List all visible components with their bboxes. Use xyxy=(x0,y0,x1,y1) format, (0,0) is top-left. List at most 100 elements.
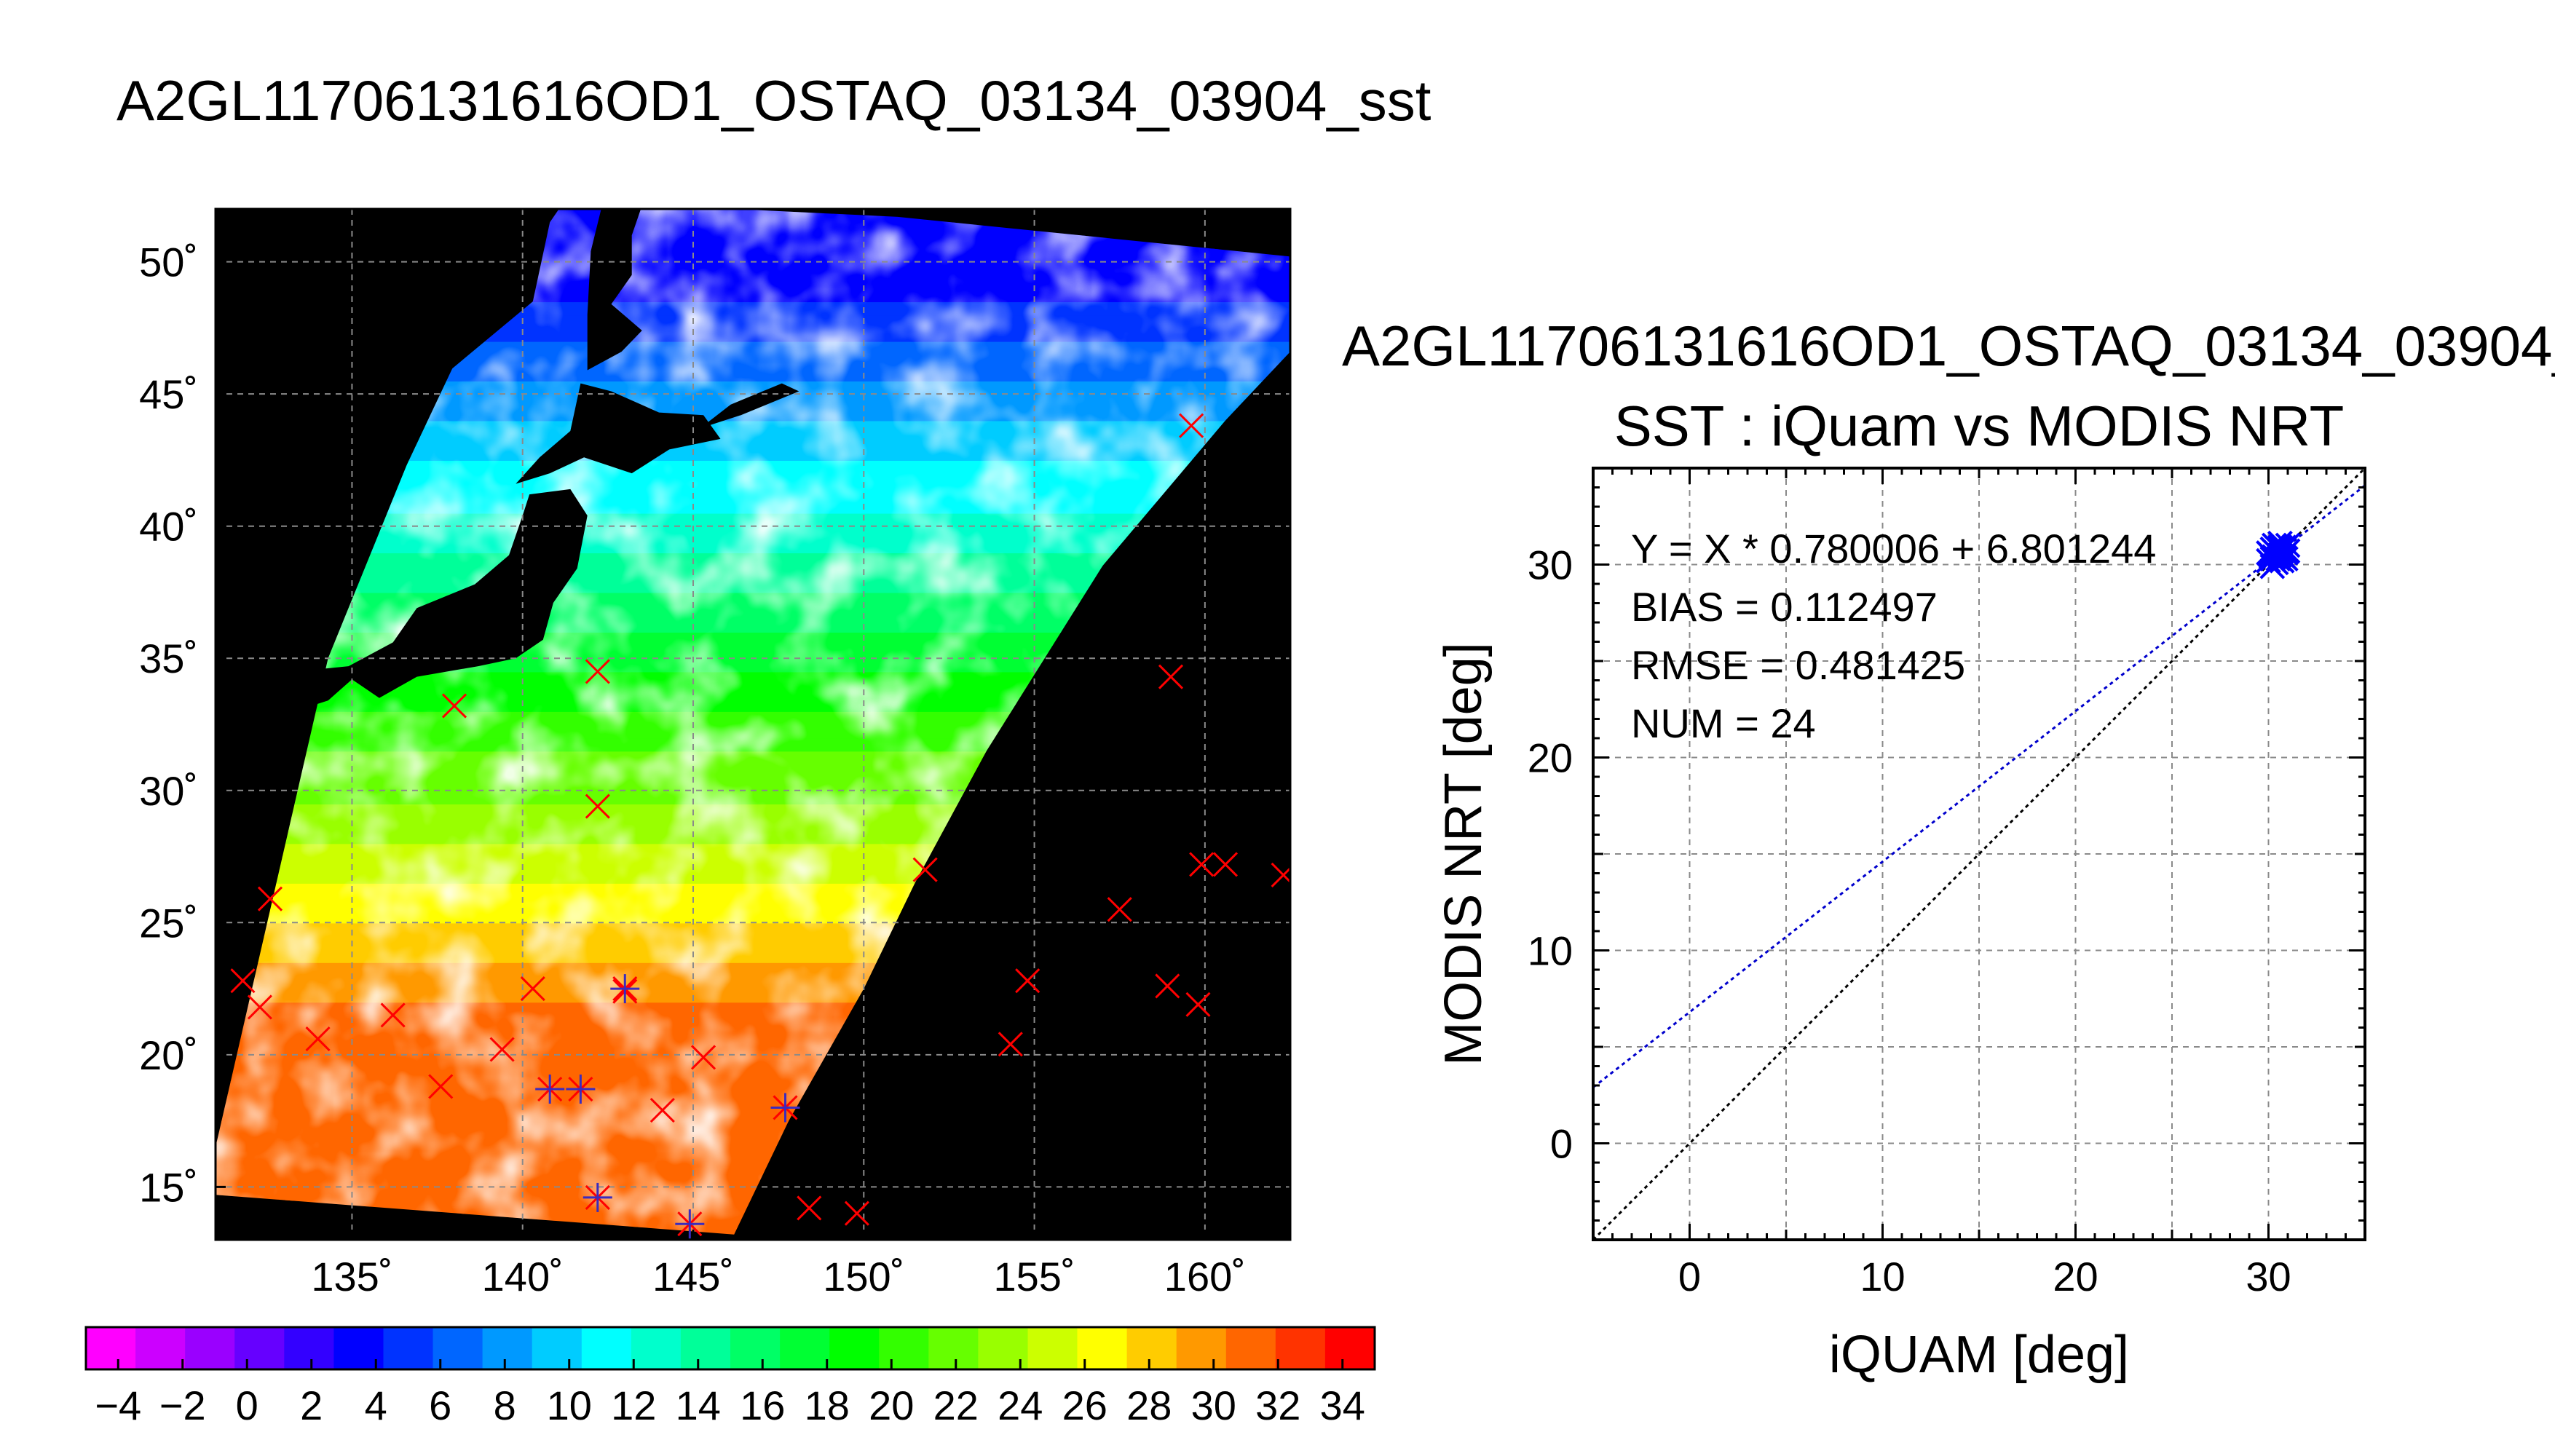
scatter-point xyxy=(2256,540,2281,566)
buoy-marker-asterisk xyxy=(675,1209,705,1239)
land-hokkaido xyxy=(516,383,721,484)
colorbar-tick-label: −2 xyxy=(159,1382,206,1428)
buoy-marker-x xyxy=(1185,992,1211,1017)
scatter-point xyxy=(2269,547,2295,574)
scatter-y-tick-label: 10 xyxy=(1528,928,1573,974)
scatter-title-line2: SST : iQuam vs MODIS NRT xyxy=(1614,394,2345,458)
map-y-ticks: 15˚ 20˚ 25˚ 30˚ 35˚ 40˚ 45˚ 50˚ xyxy=(139,240,226,1210)
map-x-tick-label: 150˚ xyxy=(823,1254,904,1299)
colorbar-cell xyxy=(879,1327,930,1369)
regression-line xyxy=(1593,484,2365,1088)
stats-line: Y = X * 0.780006 + 6.801244 xyxy=(1631,526,2156,571)
map-x-ticks: 135˚ 140˚ 145˚ 150˚ 155˚ 160˚ xyxy=(311,1230,1246,1299)
buoy-marker-x xyxy=(489,1037,515,1062)
map-y-tick-label: 25˚ xyxy=(139,900,198,946)
buoy-marker-asterisk xyxy=(770,1093,800,1123)
colorbar-cell xyxy=(135,1327,186,1369)
buoy-marker-x xyxy=(1158,664,1184,689)
map-y-tick-label: 30˚ xyxy=(139,768,198,814)
buoy-marker-asterisk xyxy=(610,974,640,1004)
buoy-marker-x xyxy=(912,857,938,882)
buoy-marker-x xyxy=(520,976,545,1002)
map-grid xyxy=(216,209,1290,1240)
colorbar-cell xyxy=(1275,1327,1326,1369)
buoy-markers xyxy=(230,413,1290,1239)
colorbar-cell xyxy=(1027,1327,1078,1369)
buoy-marker-x xyxy=(1107,897,1132,922)
buoy-marker-x xyxy=(649,1098,675,1123)
scatter-ticks: 0 10 20 30 0 10 20 30 xyxy=(1528,467,2366,1299)
buoy-marker-x xyxy=(690,1045,716,1070)
scatter-y-tick-label: 20 xyxy=(1528,735,1573,781)
colorbar-cell xyxy=(829,1327,880,1369)
buoy-marker-x xyxy=(257,886,283,911)
colorbar-tick-label: 34 xyxy=(1320,1382,1365,1428)
map-y-tick-label: 50˚ xyxy=(139,240,198,285)
buoy-marker-x xyxy=(230,968,256,994)
colorbar-tick-label: 2 xyxy=(300,1382,323,1428)
buoy-marker-x xyxy=(844,1200,869,1226)
sst-band xyxy=(216,209,1290,210)
buoy-marker-x xyxy=(585,794,610,819)
colorbar-cell xyxy=(928,1327,979,1369)
map-y-tick-label: 15˚ xyxy=(139,1164,198,1210)
colorbar-tick-label: 28 xyxy=(1126,1382,1172,1428)
colorbar-cell xyxy=(1176,1327,1227,1369)
colorbar-tick-label: 30 xyxy=(1191,1382,1236,1428)
colorbar-tick-label: 22 xyxy=(933,1382,979,1428)
colorbar-cell xyxy=(581,1327,632,1369)
colorbar-tick-label: 14 xyxy=(676,1382,721,1428)
colorbar-tick-label: 8 xyxy=(494,1382,516,1428)
colorbar-tick-label: 6 xyxy=(429,1382,451,1428)
map-x-tick-label: 135˚ xyxy=(311,1254,392,1299)
buoy-marker-x xyxy=(1271,862,1290,888)
colorbar-cell xyxy=(780,1327,831,1369)
buoy-marker-x xyxy=(247,994,272,1020)
colorbar-tick-label: 24 xyxy=(998,1382,1043,1428)
colorbar-tick-label: 12 xyxy=(611,1382,656,1428)
land-sakhalin xyxy=(587,209,642,371)
buoy-marker-asterisk xyxy=(583,1182,612,1212)
colorbar-cell xyxy=(383,1327,434,1369)
scatter-x-tick-label: 10 xyxy=(1860,1254,1905,1299)
colorbar-cell xyxy=(234,1327,285,1369)
colorbar-cell xyxy=(284,1327,335,1369)
colorbar-tick-label: 26 xyxy=(1062,1382,1107,1428)
buoy-marker-asterisk xyxy=(566,1075,596,1104)
stats-line: NUM = 24 xyxy=(1631,700,1816,746)
colorbar-cell xyxy=(1225,1327,1276,1369)
buoy-marker-x xyxy=(1212,852,1239,877)
map-y-tick-label: 20˚ xyxy=(139,1032,198,1078)
buoy-marker-asterisk xyxy=(535,1075,565,1104)
colorbar-cell xyxy=(730,1327,781,1369)
buoy-marker-x xyxy=(797,1195,822,1221)
map-x-tick-label: 160˚ xyxy=(1164,1254,1246,1299)
y-axis-label: MODIS NRT [deg] xyxy=(1434,642,1493,1066)
scatter-title-line1: A2GL11706131616OD1_OSTAQ_03134_03904_s xyxy=(1342,314,2555,378)
map-y-tick-label: 35˚ xyxy=(139,636,198,681)
colorbar-tick-label: 0 xyxy=(236,1382,258,1428)
map-x-tick-label: 155˚ xyxy=(994,1254,1075,1299)
colorbar-tick-label: 16 xyxy=(740,1382,785,1428)
colorbar-cell xyxy=(1324,1327,1375,1369)
x-axis-label: iQUAM [deg] xyxy=(1829,1326,2129,1384)
colorbar-frame xyxy=(84,1326,1376,1371)
land-mask xyxy=(216,209,799,758)
colorbar-cell xyxy=(185,1327,236,1369)
colorbar-cell xyxy=(532,1327,583,1369)
buoy-marker-x xyxy=(1189,852,1215,877)
buoy-marker-x xyxy=(441,693,467,719)
scatter-x-tick-label: 20 xyxy=(2053,1254,2098,1299)
buoy-marker-x xyxy=(1015,968,1040,994)
stats-box: Y = X * 0.780006 + 6.801244 BIAS = 0.1124… xyxy=(1631,526,2156,746)
map-x-tick-label: 140˚ xyxy=(482,1254,564,1299)
colorbar-cell xyxy=(1126,1327,1177,1369)
buoy-marker-x xyxy=(1155,973,1180,999)
colorbar-cell xyxy=(680,1327,731,1369)
scatter-y-tick-label: 0 xyxy=(1550,1121,1573,1167)
scatter-x-tick-label: 0 xyxy=(1678,1254,1701,1299)
map-y-tick-label: 45˚ xyxy=(139,371,198,417)
sst-map: 135˚ 140˚ 145˚ 150˚ 155˚ 160˚ 15˚ 20˚ 25˚ 30˚ 35˚… xyxy=(139,207,1292,1299)
colorbar-tick-label: 32 xyxy=(1255,1382,1300,1428)
